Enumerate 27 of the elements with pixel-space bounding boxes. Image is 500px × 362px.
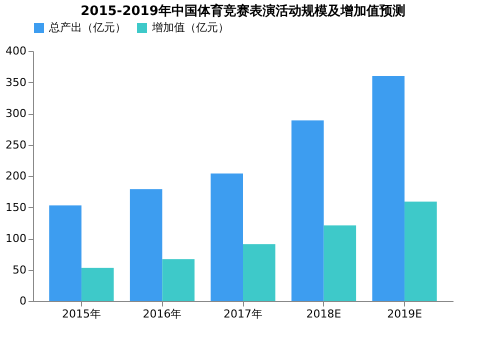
y-tick-label: 350 xyxy=(6,76,26,89)
y-tick-label: 50 xyxy=(12,263,26,276)
y-tick-label: 200 xyxy=(6,170,26,182)
y-tick-label: 100 xyxy=(6,232,26,245)
bar xyxy=(372,76,405,301)
bar xyxy=(324,225,356,301)
legend-label: 增加值（亿元） xyxy=(151,21,229,34)
bar xyxy=(243,244,276,301)
y-tick-label: 300 xyxy=(6,107,26,120)
x-tick-label: 2015年 xyxy=(62,308,101,320)
x-tick-label: 2016年 xyxy=(142,308,182,320)
y-tick-label: 250 xyxy=(6,138,26,152)
bar xyxy=(404,202,437,301)
bar xyxy=(210,174,243,301)
bar xyxy=(162,259,195,301)
bar xyxy=(130,189,162,301)
y-tick-label: 150 xyxy=(6,200,26,214)
legend-label: 总产出（亿元） xyxy=(48,21,126,34)
x-tick-label: 2019E xyxy=(387,308,422,320)
x-tick-label: 2018E xyxy=(306,308,342,320)
x-tick-label: 2017年 xyxy=(224,308,262,320)
y-tick-label: 400 xyxy=(6,44,26,58)
chart-title: 2015-2019年中国体育竞赛表演活动规模及增加值预测 xyxy=(80,3,406,19)
bar xyxy=(291,120,324,301)
bar xyxy=(49,205,82,301)
bar xyxy=(81,268,114,301)
y-tick-label: 0 xyxy=(20,294,26,308)
